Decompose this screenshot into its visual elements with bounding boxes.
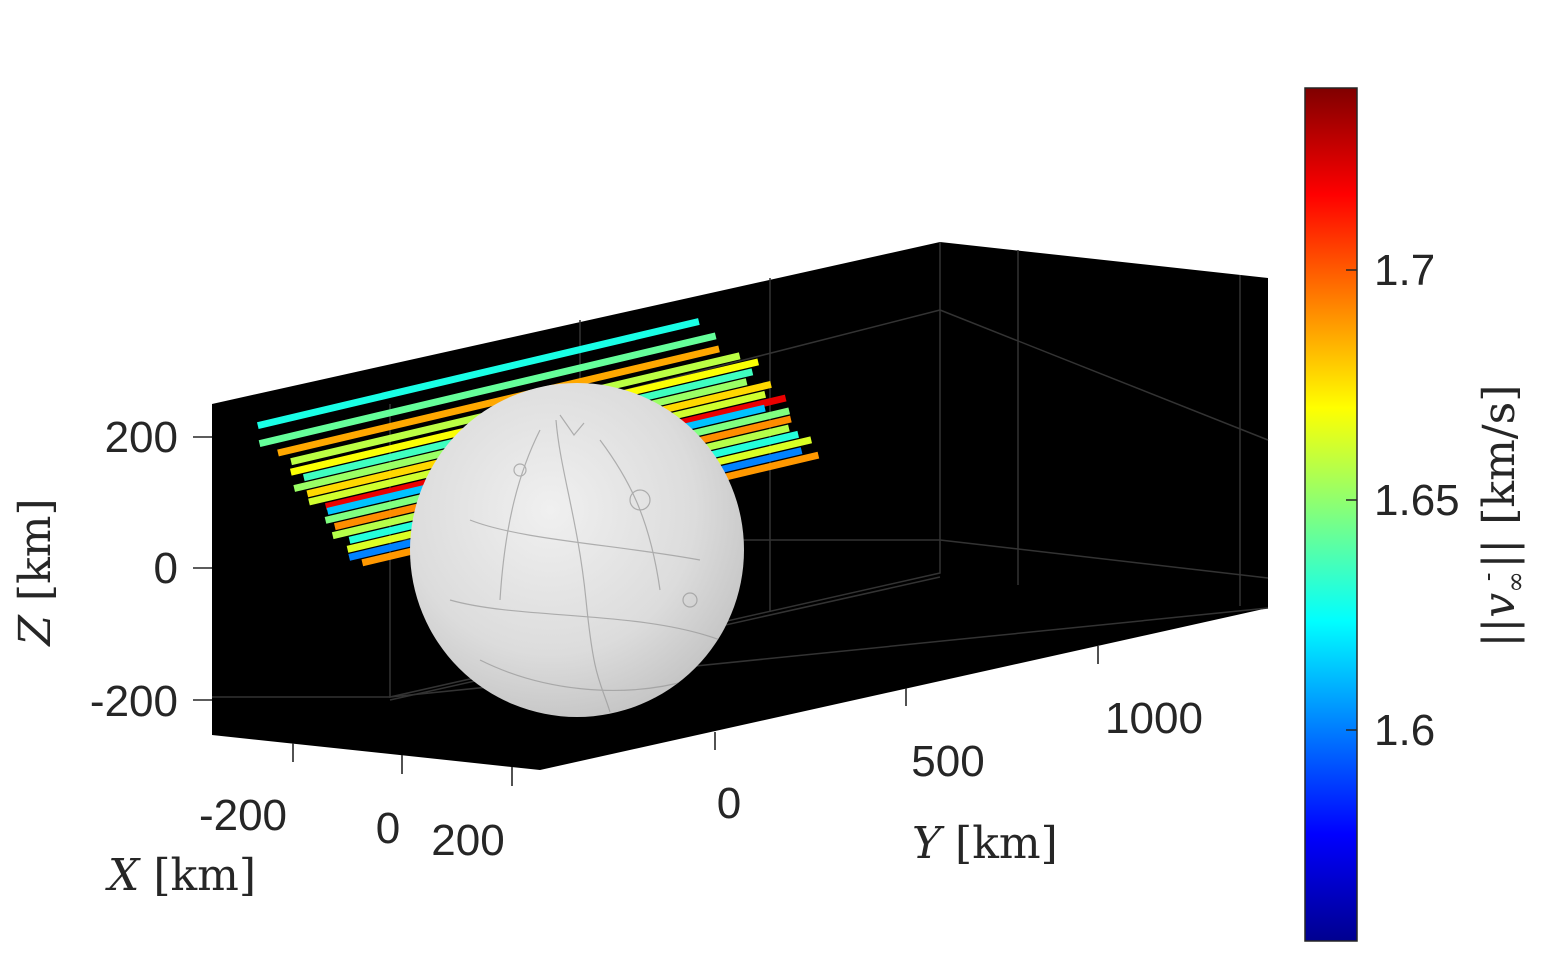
- z-axis-label: Z[km]: [10, 498, 61, 647]
- trajectory-line: [277, 345, 720, 457]
- z-tick-label: -200: [90, 677, 178, 726]
- colorbar-tick-label: 1.7: [1374, 246, 1435, 295]
- y-tick-label: 0: [717, 779, 741, 828]
- colorbar-tick-label: 1.65: [1374, 476, 1460, 525]
- trajectory-line: [258, 332, 717, 448]
- z-tick-label: 0: [154, 544, 178, 593]
- colorbar-tick-label: 1.6: [1374, 706, 1435, 755]
- enceladus-sphere: [410, 383, 744, 717]
- x-tick-label: 0: [376, 804, 400, 853]
- axes-background: [212, 242, 1268, 770]
- y-tick-label: 500: [911, 737, 984, 786]
- tick-marks: [193, 436, 1099, 786]
- x-axis-label: X [km]: [105, 850, 256, 901]
- x-tick-label: 200: [431, 816, 504, 865]
- y-axis-label: Y [km]: [912, 818, 1058, 869]
- trajectory-line: [256, 318, 700, 430]
- colorbar-label: ||v∞-|| [km/s]: [1473, 385, 1531, 648]
- colorbar-ticks: [1346, 269, 1357, 731]
- x-tick-label: -200: [199, 791, 287, 840]
- colorbar: [1304, 87, 1358, 942]
- y-tick-label: 1000: [1105, 694, 1203, 743]
- z-tick-label: 200: [105, 413, 178, 462]
